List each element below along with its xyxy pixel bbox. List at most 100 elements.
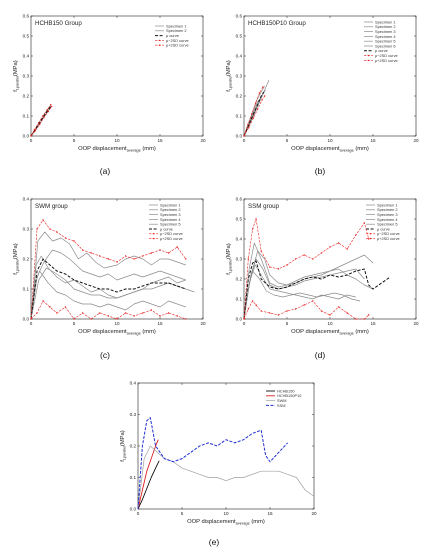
x-tick-label: 20	[200, 321, 206, 326]
series-point	[99, 312, 101, 314]
legend-label: μ−2SD curve	[377, 231, 400, 236]
y-axis-label: ft,parallel(MPa)	[13, 243, 20, 274]
series-point	[107, 315, 110, 317]
y-axis-label-unit: (MPa)	[13, 243, 19, 259]
legend-label: μ curve	[166, 33, 179, 38]
series-point	[247, 308, 249, 310]
x-axis-label: OOP displacementaverage (mm)	[78, 146, 156, 153]
x-tick-label: 20	[200, 138, 206, 143]
series-point	[251, 113, 253, 115]
x-axis-label-unit: (mm)	[354, 146, 369, 152]
y-tick-label: 0.1	[236, 297, 243, 302]
y-axis-label: ft,parallel(MPa)	[13, 60, 20, 91]
legend-label: Specimen 2	[160, 207, 181, 212]
series-point	[124, 255, 127, 257]
series-point	[254, 102, 257, 104]
panel-caption: (d)	[315, 350, 326, 360]
series-point	[303, 304, 305, 306]
series-point	[81, 249, 84, 251]
series-point	[255, 304, 257, 306]
legend-label: μ+2SD curve	[166, 43, 189, 48]
y-tick-label: 0.0	[23, 134, 30, 139]
series-point	[363, 318, 366, 320]
series-point	[150, 252, 153, 254]
series-point	[159, 249, 161, 251]
legend-swatch-marker	[158, 39, 161, 42]
series-point	[269, 312, 271, 314]
series-point	[47, 110, 49, 113]
x-tick-label: 20	[311, 511, 317, 516]
series-point	[56, 312, 58, 314]
series-point	[255, 218, 257, 220]
legend-swatch-marker	[369, 233, 372, 235]
x-tick-label: 5	[286, 321, 289, 326]
legend-label: Specimen 5	[377, 222, 398, 227]
series-point	[185, 318, 187, 320]
y-tick-label: 0.0	[130, 507, 137, 512]
y-tick-label: 0.4	[23, 54, 30, 59]
series-line-8	[243, 218, 369, 320]
legend-label: μ−2SD curve	[160, 231, 183, 236]
x-tick-label: 0	[243, 321, 246, 326]
x-tick-label: 0	[30, 138, 33, 143]
series-point	[107, 258, 110, 260]
series-point	[294, 308, 297, 310]
legend-label: μ+2SD curve	[160, 236, 183, 241]
legend-label: Specimen 2	[166, 28, 187, 33]
series-point	[167, 312, 170, 314]
series-point	[73, 240, 75, 242]
legend-label: Specimen 5	[160, 222, 181, 227]
series-line-6	[243, 260, 391, 320]
legend-swatch-marker	[367, 59, 370, 62]
series-point	[248, 126, 250, 129]
series-point	[42, 219, 44, 221]
series-point	[337, 242, 340, 244]
x-tick-label: 15	[267, 511, 273, 516]
x-axis-label-subscript: average	[127, 148, 141, 153]
y-tick-label: 0.1	[23, 114, 30, 119]
legend-label: μ−2SD curve	[166, 38, 189, 43]
x-axis-label-main: OOP displacement	[78, 329, 127, 335]
x-axis-label-subscript: average	[127, 331, 141, 336]
y-tick-label: 0.1	[236, 114, 243, 119]
x-axis-label-main: OOP displacement	[78, 146, 127, 152]
x-axis-label-unit: (mm)	[141, 146, 156, 152]
y-tick-label: 0.6	[236, 14, 243, 19]
series-line-3	[137, 445, 315, 510]
series-point	[312, 258, 314, 260]
series-point	[243, 135, 245, 137]
chart-panel-2: 0 5 10 15 20 0.0 0.1 0.2 0.3 0.4 0.5 0.6 OOP displac…	[226, 14, 419, 176]
series-point	[36, 312, 38, 314]
series-point	[269, 266, 271, 268]
x-tick-label: 20	[413, 321, 419, 326]
x-axis-label-subscript: average	[340, 331, 354, 336]
series-point	[50, 105, 53, 108]
series-point	[252, 117, 255, 119]
series-point	[286, 264, 288, 266]
y-tick-label: 0.5	[236, 217, 243, 222]
series-point	[30, 135, 32, 137]
chart-panel-3: 0 5 10 15 20 0.0 0.1 0.2 0.3 0.4 OOP displacementa…	[13, 197, 206, 360]
legend-swatch-marker	[369, 237, 372, 240]
x-axis-label-subscript: average	[236, 521, 250, 526]
x-axis-label: OOP displacementaverage (mm)	[78, 329, 156, 336]
series-line-3	[30, 105, 52, 137]
y-axis-label-unit: (MPa)	[120, 430, 126, 446]
y-axis-label-unit: (MPa)	[226, 243, 232, 259]
x-tick-label: 5	[73, 321, 76, 326]
legend-label: Specimen 6	[375, 43, 396, 48]
panel-title: HCHB150 Group	[35, 20, 82, 27]
x-axis-label-unit: (mm)	[250, 519, 265, 525]
series-point	[260, 250, 262, 252]
x-tick-label: 5	[286, 138, 289, 143]
series-point	[124, 312, 127, 314]
legend-label: Specimen 4	[160, 217, 181, 222]
series-line-4	[30, 270, 186, 320]
series-point	[167, 252, 170, 254]
chart-panel-5: 0 5 10 15 20 0.0 0.1 0.2 0.3 0.4 OOP displacementa…	[120, 381, 317, 547]
y-tick-label: 0.1	[130, 475, 137, 480]
legend-label: Specimen 3	[375, 29, 396, 34]
series-point	[329, 246, 331, 248]
legend-swatch-marker	[367, 54, 370, 57]
series-point	[303, 254, 305, 256]
